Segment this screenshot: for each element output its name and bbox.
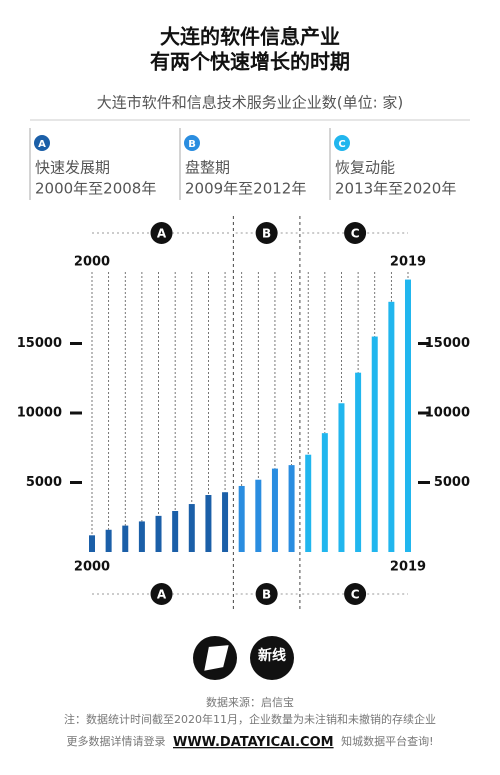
period-badge: [334, 135, 350, 151]
period-marker: [150, 583, 173, 605]
bar: [188, 504, 195, 552]
bar: [205, 495, 212, 552]
y-tick-label: 15000: [17, 336, 62, 351]
period-marker-letter: B: [262, 588, 271, 602]
period-range: 2009年至2012年: [185, 180, 306, 198]
bar: [271, 468, 278, 552]
period-marker: [344, 583, 367, 605]
bar: [222, 492, 229, 552]
period-marker-letter: C: [351, 588, 360, 602]
bar: [288, 465, 295, 552]
subtitle: 大连市软件和信息技术服务业企业数(单位: 家): [97, 94, 404, 112]
bar: [155, 515, 162, 552]
more-text: 更多数据详情请登录: [67, 734, 166, 748]
period-letter: C: [338, 139, 345, 150]
period-badge: [34, 135, 50, 151]
bar: [255, 479, 262, 552]
period-range: 2013年至2020年: [335, 180, 456, 198]
bar: [355, 372, 362, 552]
bar: [89, 535, 95, 552]
period-marker: [255, 583, 278, 605]
bar: [122, 525, 129, 552]
y-tick-label: 15000: [425, 336, 470, 351]
more-text: 知城数据平台查询!: [341, 734, 433, 748]
period-label: 盘整期: [185, 159, 230, 177]
title-line: 大连的软件信息产业: [160, 25, 340, 49]
period-marker-letter: B: [262, 227, 271, 241]
bar: [321, 433, 328, 552]
x-label: 2000: [74, 255, 110, 270]
logo-text: 新线: [258, 647, 286, 664]
period-marker-letter: A: [157, 588, 167, 602]
bar: [388, 301, 395, 552]
y-tick-label: 5000: [26, 475, 62, 490]
x-label: 2000: [74, 560, 110, 575]
period-marker: [255, 222, 278, 244]
period-marker-letter: A: [157, 227, 167, 241]
bar: [405, 279, 411, 552]
bar: [172, 510, 179, 552]
bar: [371, 336, 378, 552]
y-tick-label: 10000: [425, 406, 470, 421]
logo-circle: [250, 636, 294, 680]
bar: [305, 454, 312, 552]
bar: [138, 521, 145, 552]
bar: [105, 529, 112, 552]
period-range: 2000年至2008年: [35, 180, 156, 198]
period-marker-letter: C: [351, 227, 360, 241]
source: 数据来源：启信宝: [206, 695, 294, 709]
period-marker: [344, 222, 367, 244]
more-info: 更多数据详情请登录 WWW.DATAYICAI.COM 知城数据平台查询!: [67, 734, 434, 750]
period-letter: B: [188, 139, 196, 150]
y-tick-label: 10000: [17, 406, 62, 421]
x-label: 2019: [390, 560, 426, 575]
bar: [238, 485, 245, 552]
period-label: 恢复动能: [335, 159, 395, 177]
period-marker: [150, 222, 173, 244]
note: 注：数据统计时间截至2020年11月，企业数量为未注销和未撤销的存续企业: [64, 712, 436, 726]
logos: 新线: [193, 636, 294, 680]
logo-shape: [201, 642, 232, 674]
website[interactable]: WWW.DATAYICAI.COM: [173, 735, 334, 750]
y-tick-label: 5000: [434, 475, 470, 490]
period-badge: [184, 135, 200, 151]
period-letter: A: [38, 139, 46, 150]
bar: [338, 403, 345, 552]
title-line: 有两个快速增长的时期: [150, 50, 350, 74]
x-label: 2019: [390, 255, 426, 270]
period-label: 快速发展期: [35, 159, 110, 177]
